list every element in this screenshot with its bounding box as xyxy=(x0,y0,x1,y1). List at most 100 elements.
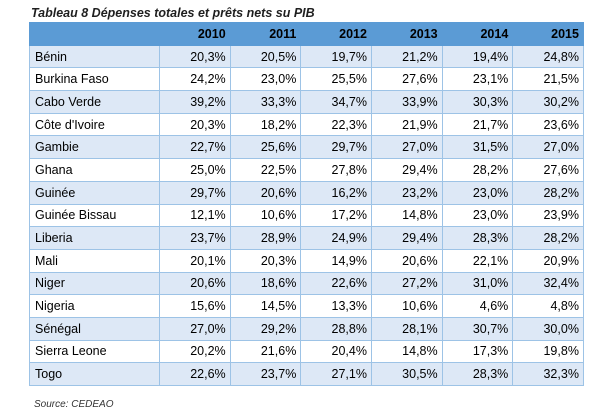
value-cell: 28,2% xyxy=(512,226,584,250)
country-cell: Sénégal xyxy=(29,316,160,341)
value-cell: 20,9% xyxy=(512,248,584,273)
table-row: Sénégal 27,0% 29,2% 28,8% 28,1% 30,7% 30,0% xyxy=(29,316,584,341)
value-cell: 18,2% xyxy=(229,112,302,137)
value-cell: 20,3% xyxy=(159,44,231,69)
value-cell: 27,2% xyxy=(370,271,443,296)
value-cell: 27,0% xyxy=(512,135,584,160)
value-cell: 27,6% xyxy=(512,158,584,182)
year-header: 2014 xyxy=(441,22,514,46)
value-cell: 23,0% xyxy=(441,203,514,228)
value-cell: 30,7% xyxy=(441,316,514,341)
value-cell: 32,4% xyxy=(512,271,584,296)
value-cell: 33,3% xyxy=(229,90,302,114)
value-cell: 21,2% xyxy=(370,44,443,69)
value-cell: 24,9% xyxy=(300,226,372,250)
value-cell: 23,1% xyxy=(441,67,514,92)
header-corner xyxy=(29,22,160,46)
table-row: Sierra Leone 20,2% 21,6% 20,4% 14,8% 17,3% 19,… xyxy=(29,339,584,364)
country-cell: Bénin xyxy=(29,44,160,69)
table-row: Ghana 25,0% 22,5% 27,8% 29,4% 28,2% 27,6% xyxy=(29,158,584,182)
value-cell: 14,5% xyxy=(229,294,302,318)
year-header: 2013 xyxy=(370,22,443,46)
value-cell: 31,5% xyxy=(441,135,514,160)
table-row: Guinée 29,7% 20,6% 16,2% 23,2% 23,0% 28,2% xyxy=(29,180,584,205)
value-cell: 27,1% xyxy=(300,362,372,386)
value-cell: 14,8% xyxy=(370,203,443,228)
value-cell: 25,0% xyxy=(159,158,231,182)
value-cell: 24,8% xyxy=(512,44,584,69)
year-header: 2015 xyxy=(512,22,584,46)
source-note: Source: CEDEAO xyxy=(34,399,114,410)
value-cell: 27,0% xyxy=(159,316,231,341)
value-cell: 20,6% xyxy=(159,271,231,296)
value-cell: 17,2% xyxy=(300,203,372,228)
value-cell: 29,4% xyxy=(370,158,443,182)
country-cell: Guinée Bissau xyxy=(29,203,160,228)
table-row: Liberia 23,7% 28,9% 24,9% 29,4% 28,3% 28,2% xyxy=(29,226,584,250)
country-cell: Sierra Leone xyxy=(29,339,160,364)
table-row: Burkina Faso 24,2% 23,0% 25,5% 27,6% 23,1% 21,… xyxy=(29,67,584,92)
value-cell: 22,3% xyxy=(300,112,372,137)
value-cell: 21,6% xyxy=(229,339,302,364)
value-cell: 27,8% xyxy=(300,158,372,182)
value-cell: 29,7% xyxy=(300,135,372,160)
value-cell: 22,1% xyxy=(441,248,514,273)
year-header: 2010 xyxy=(159,22,231,46)
value-cell: 34,7% xyxy=(300,90,372,114)
value-cell: 10,6% xyxy=(229,203,302,228)
value-cell: 27,0% xyxy=(370,135,443,160)
country-cell: Mali xyxy=(29,248,160,273)
value-cell: 31,0% xyxy=(441,271,514,296)
value-cell: 13,3% xyxy=(300,294,372,318)
value-cell: 19,7% xyxy=(300,44,372,69)
value-cell: 20,3% xyxy=(229,248,302,273)
value-cell: 23,7% xyxy=(229,362,302,386)
value-cell: 19,4% xyxy=(441,44,514,69)
value-cell: 24,2% xyxy=(159,67,231,92)
value-cell: 22,5% xyxy=(229,158,302,182)
value-cell: 30,2% xyxy=(512,90,584,114)
country-cell: Ghana xyxy=(29,158,160,182)
value-cell: 28,3% xyxy=(441,362,514,386)
table-row: Gambie 22,7% 25,6% 29,7% 27,0% 31,5% 27,0% xyxy=(29,135,584,160)
country-cell: Niger xyxy=(29,271,160,296)
value-cell: 20,3% xyxy=(159,112,231,137)
value-cell: 21,9% xyxy=(370,112,443,137)
value-cell: 39,2% xyxy=(159,90,231,114)
value-cell: 20,6% xyxy=(370,248,443,273)
value-cell: 23,6% xyxy=(512,112,584,137)
table-row: Niger 20,6% 18,6% 22,6% 27,2% 31,0% 32,4% xyxy=(29,271,584,296)
table-row: Mali 20,1% 20,3% 14,9% 20,6% 22,1% 20,9% xyxy=(29,248,584,273)
value-cell: 4,8% xyxy=(512,294,584,318)
value-cell: 20,2% xyxy=(159,339,231,364)
value-cell: 22,6% xyxy=(300,271,372,296)
value-cell: 16,2% xyxy=(300,180,372,205)
value-cell: 15,6% xyxy=(159,294,231,318)
table-row: Nigeria 15,6% 14,5% 13,3% 10,6% 4,6% 4,8% xyxy=(29,294,584,318)
value-cell: 28,2% xyxy=(441,158,514,182)
value-cell: 22,7% xyxy=(159,135,231,160)
value-cell: 17,3% xyxy=(441,339,514,364)
value-cell: 27,6% xyxy=(370,67,443,92)
value-cell: 18,6% xyxy=(229,271,302,296)
country-cell: Liberia xyxy=(29,226,160,250)
table-row: Togo 22,6% 23,7% 27,1% 30,5% 28,3% 32,3% xyxy=(29,362,584,386)
value-cell: 23,7% xyxy=(159,226,231,250)
country-cell: Côte d'Ivoire xyxy=(29,112,160,137)
value-cell: 23,2% xyxy=(370,180,443,205)
value-cell: 23,0% xyxy=(229,67,302,92)
country-cell: Guinée xyxy=(29,180,160,205)
table-caption: Tableau 8 Dépenses totales et prêts nets… xyxy=(31,6,315,20)
country-cell: Nigeria xyxy=(29,294,160,318)
value-cell: 12,1% xyxy=(159,203,231,228)
value-cell: 25,5% xyxy=(300,67,372,92)
table-row: Bénin 20,3% 20,5% 19,7% 21,2% 19,4% 24,8% xyxy=(29,44,584,69)
value-cell: 28,1% xyxy=(370,316,443,341)
value-cell: 23,9% xyxy=(512,203,584,228)
value-cell: 14,8% xyxy=(370,339,443,364)
value-cell: 28,2% xyxy=(512,180,584,205)
country-cell: Cabo Verde xyxy=(29,90,160,114)
value-cell: 29,2% xyxy=(229,316,302,341)
value-cell: 29,4% xyxy=(370,226,443,250)
value-cell: 30,3% xyxy=(441,90,514,114)
